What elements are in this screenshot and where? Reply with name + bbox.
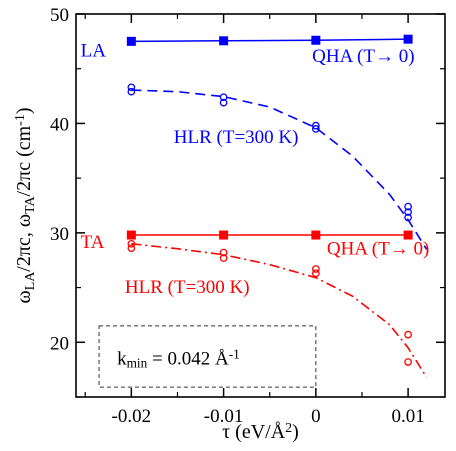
ta_hlr_points-marker bbox=[219, 254, 228, 262]
annotation-qha_la: QHA (T→ 0) bbox=[312, 46, 414, 67]
ta_hlr_points-marker bbox=[127, 244, 136, 253]
la_hlr_points-marker bbox=[127, 87, 136, 96]
la_qha-marker bbox=[219, 36, 229, 46]
y-tick-label: 40 bbox=[50, 114, 69, 135]
annotation-hlr_la: HLR (T=300 K) bbox=[174, 127, 299, 148]
la_hlr_points-marker bbox=[404, 208, 412, 216]
y-tick-label: 50 bbox=[50, 5, 69, 26]
la_hlr_points-marker bbox=[311, 121, 320, 130]
ta_hlr_points-marker bbox=[404, 358, 412, 366]
annotation-la: LA bbox=[81, 41, 107, 62]
la_hlr_points-marker bbox=[219, 93, 228, 102]
y-tick-label: 20 bbox=[50, 333, 69, 354]
x-tick-label: -0.01 bbox=[204, 406, 244, 427]
x-tick-label: 0 bbox=[311, 406, 321, 427]
plot-frame bbox=[75, 13, 446, 398]
ta_hlr_points-marker bbox=[404, 330, 412, 339]
la_hlr_fit bbox=[131, 89, 428, 250]
y-axis-title: ωLA/2πc, ωTA/2πc (cm-1) bbox=[13, 107, 38, 303]
ta_hlr_points-marker bbox=[311, 265, 320, 273]
axes-frame bbox=[75, 13, 446, 398]
la_qha-line bbox=[131, 38, 409, 43]
la_qha-marker bbox=[403, 34, 413, 44]
kmin-label: kmin = 0.042 Å-1 bbox=[117, 347, 240, 371]
la_qha-marker bbox=[311, 35, 321, 45]
ta_qha-marker bbox=[403, 230, 413, 240]
ta_qha-marker bbox=[126, 230, 136, 240]
x-tick-label: 0.01 bbox=[391, 406, 424, 427]
ta_hlr_fit bbox=[131, 243, 428, 378]
ta_qha-marker bbox=[219, 230, 229, 240]
plot-text: LA QHA (T→ 0) HLR (T=300 K) TA QHA (T→ 0) HLR… bbox=[13, 41, 430, 443]
axis-ticks: -0.02 -0.01 0 0.01 20 30 40 50 bbox=[50, 5, 445, 427]
kmin-box bbox=[98, 325, 317, 388]
annotation-hlr_ta: HLR (T=300 K) bbox=[125, 277, 250, 298]
annotation-ta: TA bbox=[81, 232, 105, 253]
ta_hlr_points-marker bbox=[311, 269, 320, 278]
la_qha-marker bbox=[126, 36, 136, 46]
annotation-qha_ta: QHA (T→ 0) bbox=[327, 239, 429, 260]
plot-series bbox=[126, 34, 428, 378]
x-axis-title: τ (eV/Å2) bbox=[222, 421, 299, 443]
la_hlr_points-marker bbox=[404, 202, 412, 211]
ta_hlr_points-marker bbox=[219, 248, 228, 257]
ta_qha-marker bbox=[311, 230, 321, 240]
y-tick-label: 30 bbox=[50, 224, 69, 245]
x-tick-label: -0.02 bbox=[112, 406, 152, 427]
la_hlr_points-marker bbox=[311, 125, 320, 133]
la_hlr_points-marker bbox=[219, 98, 228, 107]
